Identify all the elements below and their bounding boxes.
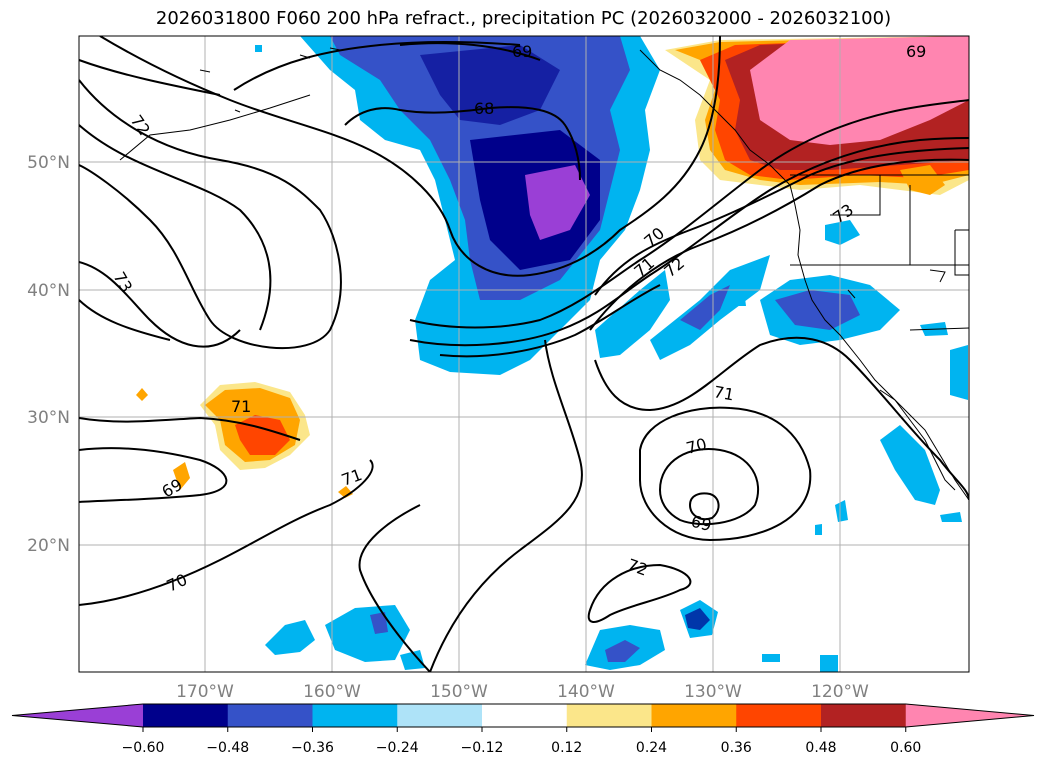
map-title: 2026031800 F060 200 hPa refract., precip…	[155, 8, 892, 29]
colorbar-tick-label: −0.48	[206, 740, 249, 756]
contour-label-69-low: 69	[689, 512, 714, 536]
contour-label-68: 68	[474, 99, 494, 118]
colorbar-segment	[736, 704, 822, 727]
coastlines	[119, 47, 969, 501]
colorbar-tick-label: 0.12	[551, 740, 582, 756]
lon-label-160w: 160°W	[303, 682, 361, 702]
lat-label-30n: 30°N	[27, 408, 70, 428]
lon-label-170w: 170°W	[176, 682, 234, 702]
colorbar-segment	[482, 704, 568, 727]
contour-label-71-subtropical: 71	[231, 397, 251, 416]
contour-lines	[79, 36, 969, 672]
lon-label-140w: 140°W	[557, 682, 615, 702]
colorbar-extend-high	[905, 704, 1034, 727]
colorbar-segment	[227, 704, 313, 727]
colorbar-segment	[821, 704, 907, 727]
colorbar-tick-label: −0.24	[376, 740, 419, 756]
latitude-labels: 50°N 40°N 30°N 20°N	[27, 153, 70, 556]
contour-label-70-low: 70	[684, 434, 709, 458]
lat-label-40n: 40°N	[27, 281, 70, 301]
colorbar-segment	[397, 704, 483, 727]
colorbar-tick-label: 0.48	[805, 740, 836, 756]
colorbar-segment	[143, 704, 229, 727]
contour-label-69-ne: 69	[906, 42, 926, 61]
contour-label-69-top: 69	[512, 42, 532, 61]
colorbar-extend-low	[12, 704, 143, 727]
colorbar-segment	[651, 704, 737, 727]
map-frame	[78, 35, 970, 673]
lon-label-120w: 120°W	[811, 682, 869, 702]
colorbar-tick-label: −0.60	[122, 740, 165, 756]
colorbar-tick-label: −0.36	[291, 740, 334, 756]
negative-anomaly-regions	[255, 36, 968, 672]
lon-label-130w: 130°W	[684, 682, 742, 702]
colorbar-tick-label: 0.24	[636, 740, 667, 756]
lat-label-50n: 50°N	[27, 153, 70, 173]
contour-label-71-low: 71	[712, 382, 735, 404]
colorbar-tick-label: 0.36	[721, 740, 752, 756]
colorbar: −0.60 −0.48 −0.36 −0.24 −0.12 0.12 0.24 0.36 0.4…	[11, 703, 1035, 756]
colorbar-tick-label: −0.12	[461, 740, 504, 756]
lon-label-150w: 150°W	[430, 682, 488, 702]
colorbar-segment	[566, 704, 652, 727]
positive-anomaly-regions	[136, 36, 969, 498]
longitude-labels: 170°W 160°W 150°W 140°W 130°W 120°W	[176, 682, 869, 702]
gridlines	[79, 36, 969, 672]
lat-label-20n: 20°N	[27, 536, 70, 556]
colorbar-tick-label: 0.60	[890, 740, 921, 756]
colorbar-segment	[312, 704, 398, 727]
